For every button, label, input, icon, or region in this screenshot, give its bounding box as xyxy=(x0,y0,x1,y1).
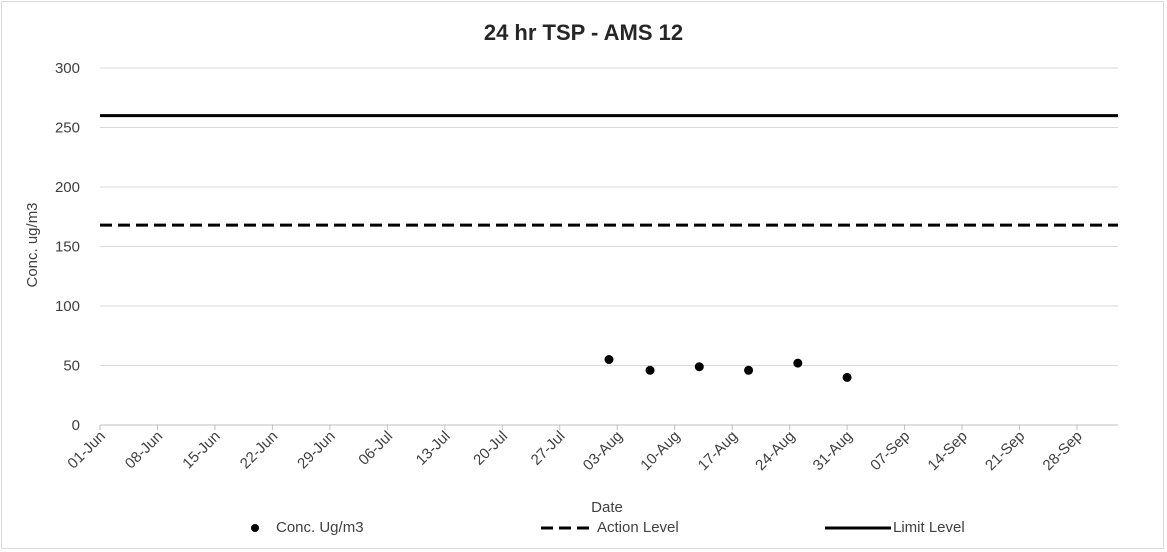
legend-label-concentration: Conc. Ug/m3 xyxy=(276,519,364,536)
legend-item-action-level: Action Level xyxy=(541,519,679,536)
data-point xyxy=(694,362,704,372)
legend-dashed-line-icon xyxy=(541,526,593,529)
data-point xyxy=(793,358,803,368)
y-tick-label: 300 xyxy=(55,60,80,77)
legend: Conc. Ug/m3 Action Level Limit Level xyxy=(0,519,1167,541)
y-tick-labels: 0 50 100 150 200 250 300 xyxy=(55,60,80,434)
y-tick-label: 200 xyxy=(55,179,80,196)
data-point xyxy=(645,365,655,375)
x-tick-label: 08-Jun xyxy=(122,428,166,472)
x-tick-label: 31-Aug xyxy=(810,428,856,474)
y-tick-label: 50 xyxy=(63,358,80,375)
y-tick-label: 100 xyxy=(55,298,80,315)
x-tick-label: 21-Sep xyxy=(982,428,1028,474)
x-tick-label: 03-Aug xyxy=(580,428,626,474)
x-axis-label: Date xyxy=(591,499,623,516)
x-tick-label: 28-Sep xyxy=(1040,428,1086,474)
gridlines xyxy=(100,67,1118,426)
legend-solid-line-icon xyxy=(825,526,891,529)
data-point xyxy=(744,365,754,375)
x-tick-label: 24-Aug xyxy=(752,428,798,474)
y-tick-label: 150 xyxy=(55,239,80,256)
data-points xyxy=(604,355,852,382)
x-tick-label: 13-Jul xyxy=(413,428,454,469)
chart-title: 24 hr TSP - AMS 12 xyxy=(483,20,684,45)
x-tick-label: 17-Aug xyxy=(695,428,741,474)
y-tick-label: 0 xyxy=(72,417,80,434)
x-tick-labels: 01-Jun 08-Jun 15-Jun 22-Jun 29-Jun 06-Jul 13-J… xyxy=(64,425,1086,474)
x-tick-label: 06-Jul xyxy=(355,428,396,469)
legend-label-action-level: Action Level xyxy=(597,519,679,536)
x-tick-label: 07-Sep xyxy=(867,428,913,474)
y-axis-label: Conc. ug/m3 xyxy=(24,202,41,287)
legend-item-concentration: Conc. Ug/m3 xyxy=(248,519,364,536)
x-tick-label: 15-Jun xyxy=(179,428,223,472)
data-point xyxy=(842,372,852,382)
x-tick-label: 01-Jun xyxy=(64,428,108,472)
y-tick-label: 250 xyxy=(55,120,80,137)
data-point xyxy=(604,355,614,365)
legend-label-limit-level: Limit Level xyxy=(893,519,965,536)
x-tick-label: 27-Jul xyxy=(528,428,569,469)
legend-item-limit-level: Limit Level xyxy=(825,519,965,536)
x-tick-label: 22-Jun xyxy=(237,428,281,472)
x-tick-label: 14-Sep xyxy=(925,428,971,474)
level-lines xyxy=(100,114,1118,227)
x-tick-label: 20-Jul xyxy=(470,428,511,469)
x-tick-label: 10-Aug xyxy=(637,428,683,474)
x-tick-label: 29-Jun xyxy=(294,428,338,472)
legend-dot-icon xyxy=(251,523,259,532)
